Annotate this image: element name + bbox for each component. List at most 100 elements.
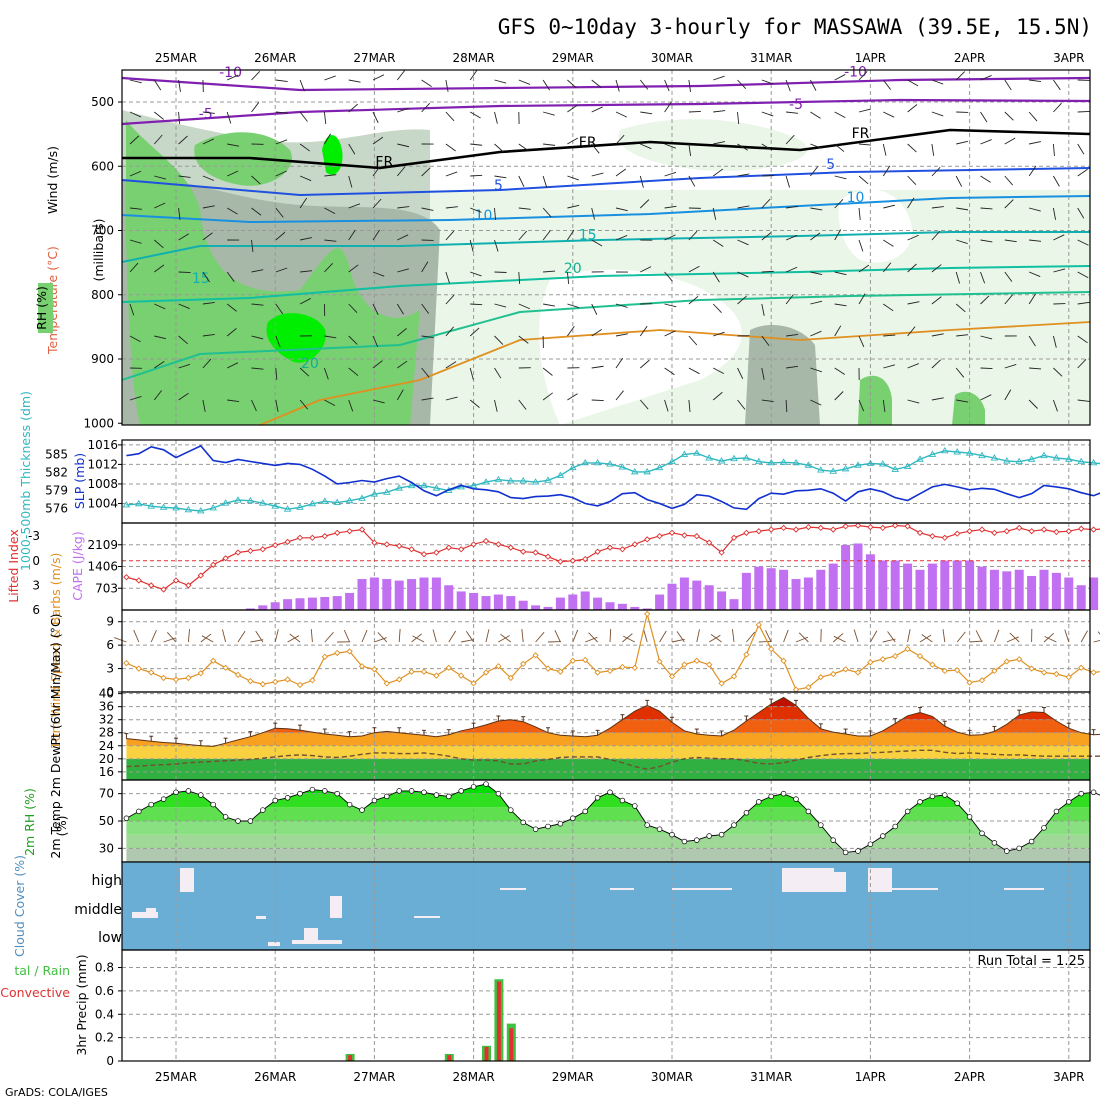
wind-barb [396,166,406,177]
wind-barb [615,111,628,118]
thickness-point [1089,458,1098,466]
wind-barb [907,175,917,185]
lifted-index-point [991,529,998,536]
rh-point [904,808,911,815]
wind-barb [372,111,379,124]
rh-point [222,814,229,820]
rh-point [954,800,960,806]
wind-barb [227,399,240,403]
wind-barb [1004,389,1012,401]
lifted-index-point [941,534,948,541]
wind-barb [299,111,308,122]
surface-wind-barb [554,630,561,643]
wind-barb [639,79,649,90]
wind-speed-point [296,681,304,689]
wind-barb [1077,168,1088,177]
wind-barb [713,141,726,145]
cape-bar [394,580,404,610]
wind-barb [980,239,993,243]
thickness-point [829,467,837,474]
wind-barb [348,79,361,83]
wind-barb [518,175,525,188]
panel-axis-label: 2m RH (%) [22,788,37,856]
thickness-point [755,457,763,465]
cape-bar [679,577,689,610]
cape-bar [531,605,541,610]
wind-barb [786,334,799,337]
lifted-index-point [830,526,837,533]
surface-wind-barb [975,630,983,643]
lifted-index-point [631,541,638,548]
rh-point [235,818,241,824]
rh-point [1090,789,1097,796]
wind-barb [640,359,650,369]
wind-barb [348,103,359,113]
wind-barb [1004,79,1012,91]
lifted-index-point [681,532,688,539]
y-tick-label: 1016 [87,438,118,452]
wind-barb [1077,359,1087,369]
surface-wind-barb [746,631,756,643]
rh-shade-green [126,120,420,425]
wind-speed-point [1065,674,1072,681]
date-label-bottom: 25MAR [155,1070,197,1084]
rh-point [123,815,130,822]
wind-barb [251,175,261,185]
rh-point [594,795,601,801]
wind-barb [858,264,870,273]
wind-barb [372,229,380,241]
temperature-contour [121,291,1091,381]
cloud-cover-block [672,888,732,890]
wind-barb [1053,234,1065,241]
wind-barb [956,207,969,211]
wind-barb [980,139,992,145]
rh-point [855,848,861,854]
rh-shade-green [952,391,985,425]
cloud-level-label: low [98,930,122,946]
lifted-index-point [768,526,775,533]
rh-point [1028,838,1035,845]
wind-barb [470,303,483,306]
lifted-index-point [197,572,204,579]
thickness-point [345,496,354,504]
wind-barb [154,360,165,369]
y-tick-label: 0.4 [95,1007,114,1021]
rh-line [126,783,1100,853]
wind-barb [178,271,191,274]
wind-barb [664,234,676,241]
lifted-index-point [743,529,750,536]
surface-wind-barb [1043,632,1054,643]
wind-barb [153,79,162,91]
wind-barb [154,175,167,180]
wind-barb [615,303,628,308]
date-label-bottom: 29MAR [552,1070,594,1084]
wind-barb [421,207,434,211]
wind-barb [348,175,353,188]
precip-panel: 0 0.2 0.4 0.6 0.8 Run Total = 1.25 tal / Rain C… [0,949,1091,1068]
thickness-point [767,458,775,466]
wind-barb [785,175,790,188]
wind-barb [275,139,288,145]
wind-barb [494,79,507,84]
rh-axis-label: RH (%) [34,286,49,330]
panel-axis-label: CAPE (J/kg) [70,531,85,601]
rh-point [929,793,936,800]
wind-speed-point [706,661,713,668]
rh-shade-green [858,375,892,425]
wind-speed-point [1078,664,1085,671]
rh-point [408,788,415,794]
wind-barb [1053,102,1062,113]
wind-barb [834,74,846,81]
thickness-point [569,463,577,471]
wind-barb [882,79,891,90]
y-tick-label: 2109 [87,538,118,552]
wind-barb [469,69,478,81]
date-label-top: 31MAR [750,51,792,65]
precip-convective-bar [348,1055,353,1061]
wind-barb [251,70,261,81]
lifted-index-point [222,555,229,562]
wind-barb [202,271,210,283]
rh-point [483,781,489,787]
rh-point [979,830,985,837]
date-label-bottom: 26MAR [254,1070,296,1084]
